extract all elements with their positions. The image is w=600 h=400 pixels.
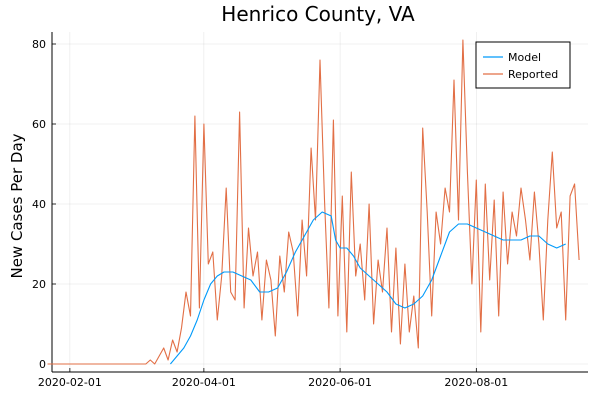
tick-labels: 2020-02-01 2020-04-01 2020-06-01 2020-08-01… [32, 38, 508, 389]
y-tick-label: 20 [32, 278, 46, 291]
legend: Model Reported [475, 41, 571, 89]
chart-title: Henrico County, VA [221, 2, 415, 26]
y-tick-label: 0 [39, 358, 46, 371]
legend-label-model: Model [508, 51, 541, 64]
legend-label-reported: Reported [508, 68, 558, 81]
x-tick-label: 2020-02-01 [38, 376, 102, 389]
legend-box [475, 41, 571, 89]
y-tick-label: 80 [32, 38, 46, 51]
x-tick-label: 2020-06-01 [308, 376, 372, 389]
y-axis-label: New Cases Per Day [8, 133, 26, 278]
x-tick-label: 2020-04-01 [172, 376, 236, 389]
x-tick-label: 2020-08-01 [444, 376, 508, 389]
y-tick-label: 40 [32, 198, 46, 211]
y-tick-label: 60 [32, 118, 46, 131]
axes [51, 32, 588, 373]
series-group [47, 39, 580, 365]
series-line-model [169, 211, 566, 365]
